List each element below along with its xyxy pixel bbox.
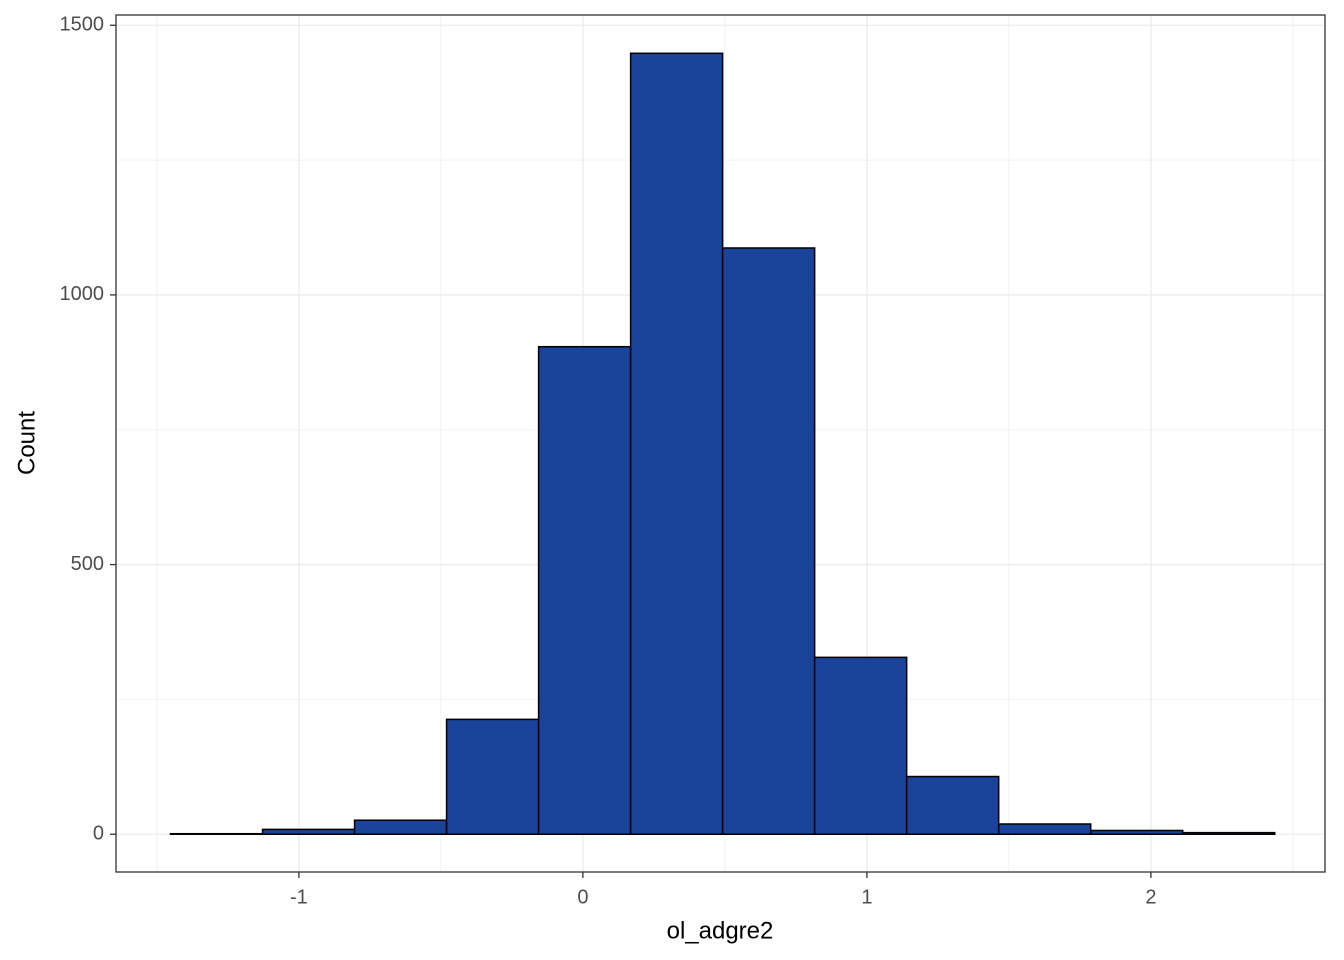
panel-border [115,14,1326,873]
x-tick-label: 2 [1145,886,1156,908]
x-tick-label: -1 [290,886,308,908]
bar [353,819,448,835]
bar [537,345,632,835]
x-tick-label: 0 [577,886,588,908]
bar [1181,831,1276,835]
bar [1089,829,1184,835]
x-axis-title: ol_adgre2 [667,917,774,944]
bar [169,832,264,835]
y-tick-label: 1500 [60,14,105,36]
bar [629,52,724,835]
y-tick-label: 1000 [60,283,105,305]
bar [905,775,1000,835]
bar [261,828,356,835]
bars [169,52,1276,835]
y-axis-title: Count [13,411,40,475]
y-tick-label: 500 [71,553,104,575]
x-tick-label: 1 [861,886,872,908]
bar [813,656,908,835]
axes: -1 0 1 2 0 500 1000 1500 [60,14,1157,909]
y-tick-label: 0 [93,823,104,845]
bar [721,247,816,835]
bar [445,718,540,835]
bar [997,823,1092,835]
